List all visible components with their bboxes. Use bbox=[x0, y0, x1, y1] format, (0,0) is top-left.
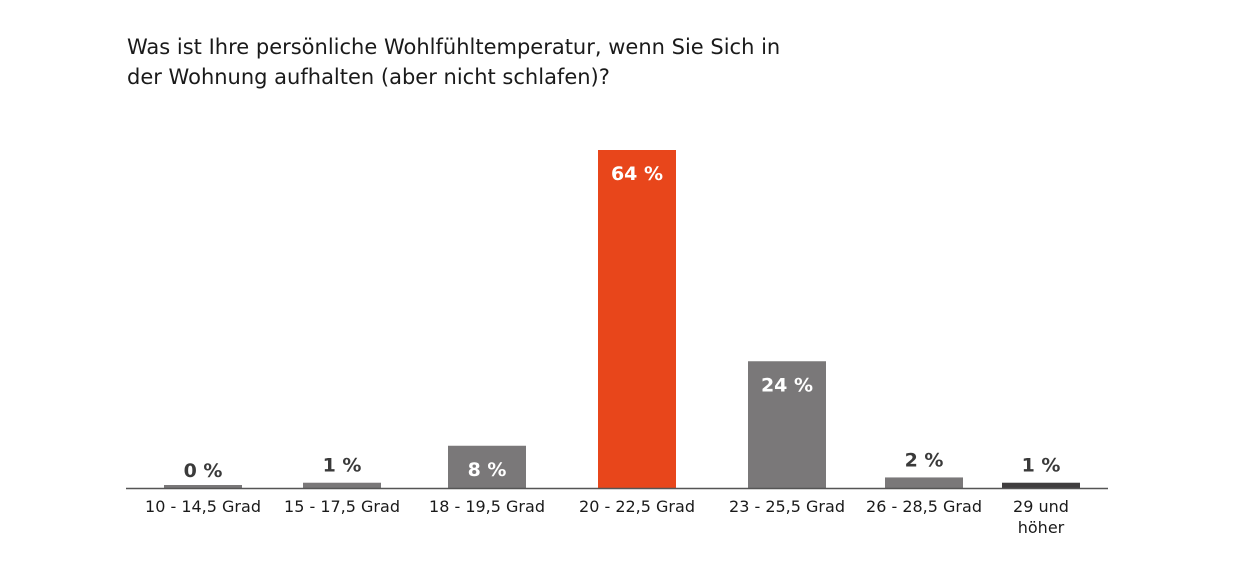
value-label: 1 % bbox=[1022, 455, 1061, 477]
x-tick-label: 10 - 14,5 Grad bbox=[145, 497, 261, 516]
value-label: 1 % bbox=[323, 455, 362, 477]
value-label: 2 % bbox=[905, 449, 944, 471]
value-label: 8 % bbox=[468, 459, 507, 481]
value-label: 24 % bbox=[761, 374, 813, 396]
chart-title: Was ist Ihre persönliche Wohlfühltempera… bbox=[127, 35, 781, 89]
bar bbox=[748, 361, 826, 488]
x-tick-label: 26 - 28,5 Grad bbox=[866, 497, 982, 516]
x-tick-label: 29 und höher bbox=[1013, 497, 1069, 537]
x-tick-label: 23 - 25,5 Grad bbox=[729, 497, 845, 516]
bar bbox=[598, 150, 676, 488]
bar bbox=[448, 445, 526, 488]
bar bbox=[1002, 482, 1080, 488]
bar bbox=[303, 482, 381, 488]
value-label: 0 % bbox=[184, 460, 223, 482]
value-label: 64 % bbox=[611, 163, 663, 185]
x-tick-label: 18 - 19,5 Grad bbox=[429, 497, 545, 516]
x-tick-label: 15 - 17,5 Grad bbox=[284, 497, 400, 516]
bar bbox=[885, 477, 963, 488]
x-tick-label: 20 - 22,5 Grad bbox=[579, 497, 695, 516]
